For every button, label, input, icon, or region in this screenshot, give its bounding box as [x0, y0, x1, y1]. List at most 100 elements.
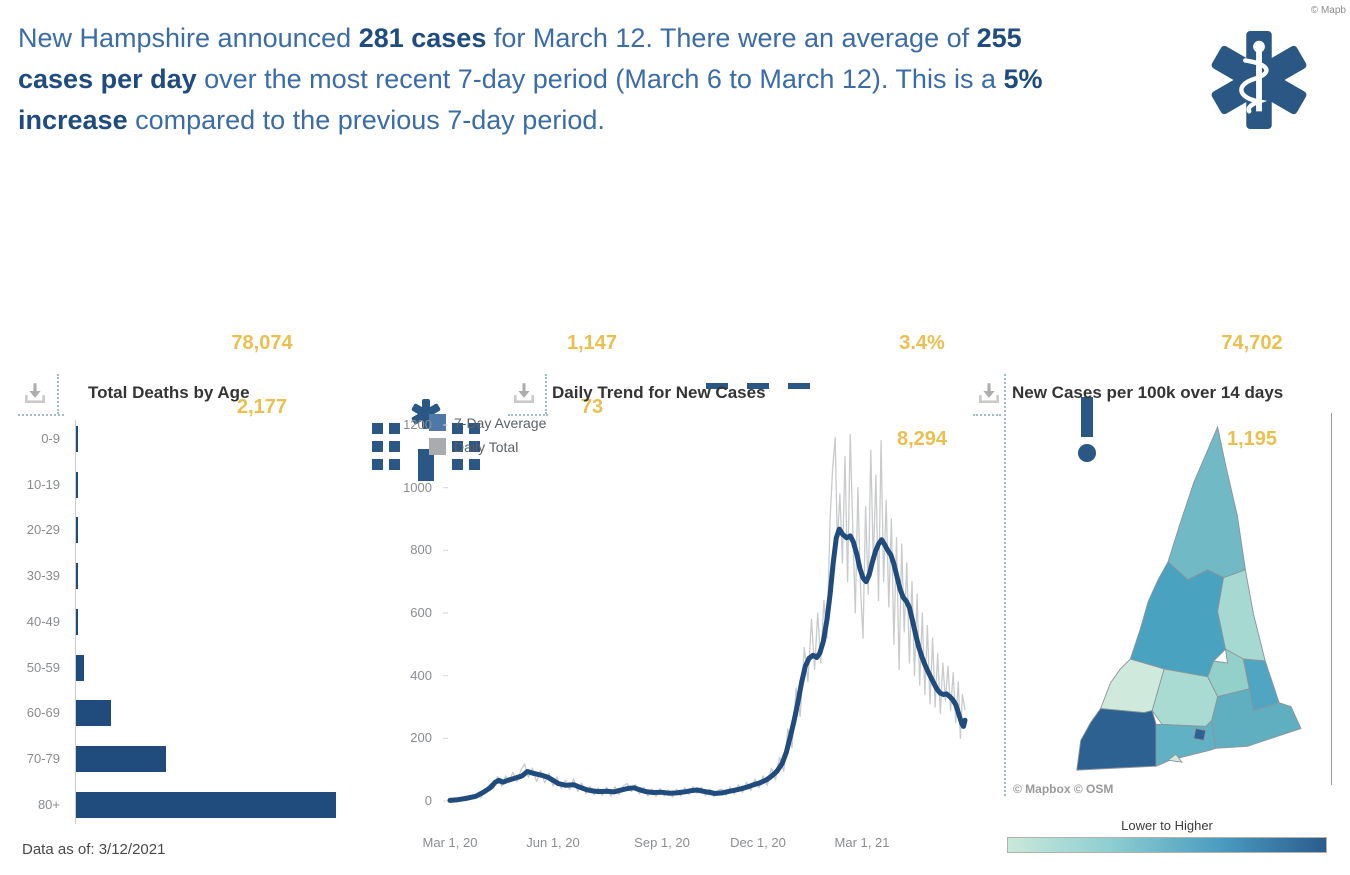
warning-triangle-icon: [1018, 359, 1156, 475]
legend-item-daily[interactable]: Daily Total: [429, 438, 546, 455]
trend-chart-title: Daily Trend for New Cases: [552, 383, 766, 402]
nh-choropleth-map[interactable]: [1010, 413, 1330, 785]
bar-row-20-29: 20-29: [0, 517, 400, 544]
total-recovered-label: Total Recovered: [1200, 364, 1304, 418]
color-scale-gradient: [1007, 837, 1327, 853]
test-positivity-value: 3.4%: [899, 332, 945, 354]
y-tick-label: 800: [410, 542, 432, 558]
deaths-chart-title: Total Deaths by Age: [88, 383, 250, 402]
age-label: 40-49: [26, 613, 60, 629]
y-tick-label: 1200: [403, 417, 432, 433]
x-tick-label: Mar 1, 21: [834, 835, 890, 850]
panel-handle-dots: [57, 374, 59, 414]
trend-line-chart: [443, 424, 968, 803]
age-label: 30-39: [26, 568, 60, 584]
legend-label-average: 7-Day Average: [454, 414, 547, 431]
panel-handle-dots: [545, 374, 547, 414]
deaths-bar-20-29[interactable]: [76, 517, 78, 544]
bar-row-50-59: 50-59: [0, 654, 400, 681]
age-label: 50-59: [26, 659, 60, 675]
hospital-icon: [362, 364, 490, 481]
y-tick-label: 200: [410, 730, 432, 746]
deaths-bar-30-39[interactable]: [76, 563, 78, 590]
total-cases-value: 78,074: [231, 332, 293, 354]
deaths-bar-80+[interactable]: [76, 791, 336, 818]
deaths-bar-40-49[interactable]: [76, 608, 78, 635]
county-hillsborough[interactable]: [1155, 719, 1217, 767]
headline-line: cases per day over the most recent 7-day…: [18, 64, 1043, 94]
legend-swatch-average: [429, 414, 446, 431]
avg-daily-tests-value: 8,294: [896, 428, 948, 450]
bar-row-60-69: 60-69: [0, 700, 400, 727]
bar-row-10-19: 10-19: [0, 471, 400, 498]
thermometer-icon: [107, 372, 149, 472]
deaths-bar-0-9[interactable]: [76, 426, 78, 452]
deaths-bar-50-59[interactable]: [76, 654, 84, 681]
deaths-bar-70-79[interactable]: [76, 745, 166, 772]
download-icon[interactable]: [22, 380, 48, 406]
color-scale-title: Lower to Higher: [1121, 818, 1213, 833]
star-of-life-icon: [1211, 31, 1307, 129]
bar-row-80+: 80+: [0, 791, 400, 818]
trend-legend: 7-Day Average Daily Total: [429, 414, 546, 462]
age-label: 20-29: [26, 522, 60, 538]
map-copyright-partial: © Mapb: [1310, 5, 1346, 16]
deaths-bar-10-19[interactable]: [76, 471, 78, 498]
county-hillsborough-sliver[interactable]: [1166, 753, 1183, 763]
download-icon[interactable]: [511, 380, 537, 406]
panel-handle-dots: [973, 414, 1001, 416]
panel-separator-dots: [1004, 374, 1006, 796]
daily-total-line[interactable]: [449, 433, 966, 802]
age-label: 80+: [37, 796, 60, 812]
download-icon[interactable]: [976, 380, 1002, 406]
data-as-of-note: Data as of: 3/12/2021: [22, 841, 166, 858]
map-title: New Cases per 100k over 14 days: [1012, 383, 1284, 402]
active-cases-label: Active Cases: [199, 428, 325, 450]
county-coos[interactable]: [1167, 425, 1246, 581]
seven-day-average-line[interactable]: [447, 526, 968, 803]
x-tick-label: Mar 1, 20: [422, 835, 478, 850]
avg-daily-tests-label: Avg. Daily Tests: [874, 460, 970, 514]
headline-line: New Hampshire announced 281 cases for Ma…: [18, 23, 1022, 53]
test-positivity-label: 7-Day Test Positivity: [872, 364, 972, 418]
x-tick-label: Dec 1, 20: [730, 835, 786, 850]
current-hosp-value: 73: [580, 396, 604, 418]
county-hillsborough-hotspot[interactable]: [1193, 727, 1207, 741]
legend-swatch-daily: [429, 438, 446, 455]
bar-chart-axis: [75, 420, 76, 824]
age-label: 10-19: [26, 476, 60, 492]
y-tick-label: 1000: [403, 479, 432, 495]
stat-total-cases: 78,074 Total Cases 2,177 Active Cases: [198, 327, 326, 455]
nh-county-map-panel: [1010, 413, 1332, 785]
total-deaths-value: 1,195: [1226, 428, 1278, 450]
headline-text: New Hampshire announced 281 cases for Ma…: [18, 18, 1198, 141]
current-hosp-label: Current Hosp.: [555, 428, 629, 482]
deaths-bar-60-69[interactable]: [76, 700, 111, 727]
total-hosp-label: Total Hosp.: [538, 364, 646, 386]
bar-row-30-39: 30-39: [0, 563, 400, 590]
age-label: 0-9: [41, 431, 60, 446]
bar-row-70-79: 70-79: [0, 745, 400, 772]
total-cases-label: Total Cases: [206, 364, 318, 386]
bar-row-0-9: 0-9: [0, 426, 400, 452]
y-tick-label: 400: [410, 667, 432, 683]
test-tubes-icon: [686, 365, 830, 474]
total-hosp-value: 1,147: [566, 332, 618, 354]
panel-handle-dots: [508, 414, 548, 416]
panel-handle-dots: [18, 414, 64, 416]
active-cases-value: 2,177: [236, 396, 288, 418]
deaths-by-age-chart: 0-9 10-19 20-29 30-39 40-49 50-59 60-69 70-79 80…: [0, 418, 400, 828]
age-label: 60-69: [26, 705, 60, 721]
bar-row-40-49: 40-49: [0, 608, 400, 635]
legend-label-daily: Daily Total: [454, 438, 519, 455]
legend-item-average[interactable]: 7-Day Average: [429, 414, 546, 431]
stat-hospitalizations: 1,147 Total Hosp. 73 Current Hosp.: [528, 327, 656, 487]
y-tick-label: 600: [410, 605, 432, 621]
summary-stats-band: 78,074 Total Cases 2,177 Active Cases: [0, 157, 1350, 514]
age-label: 70-79: [26, 750, 60, 766]
county-cheshire[interactable]: [1076, 708, 1157, 771]
y-tick-label: 0: [424, 793, 432, 808]
headline-line: increase compared to the previous 7-day …: [18, 105, 605, 135]
county-grafton[interactable]: [1129, 561, 1227, 678]
